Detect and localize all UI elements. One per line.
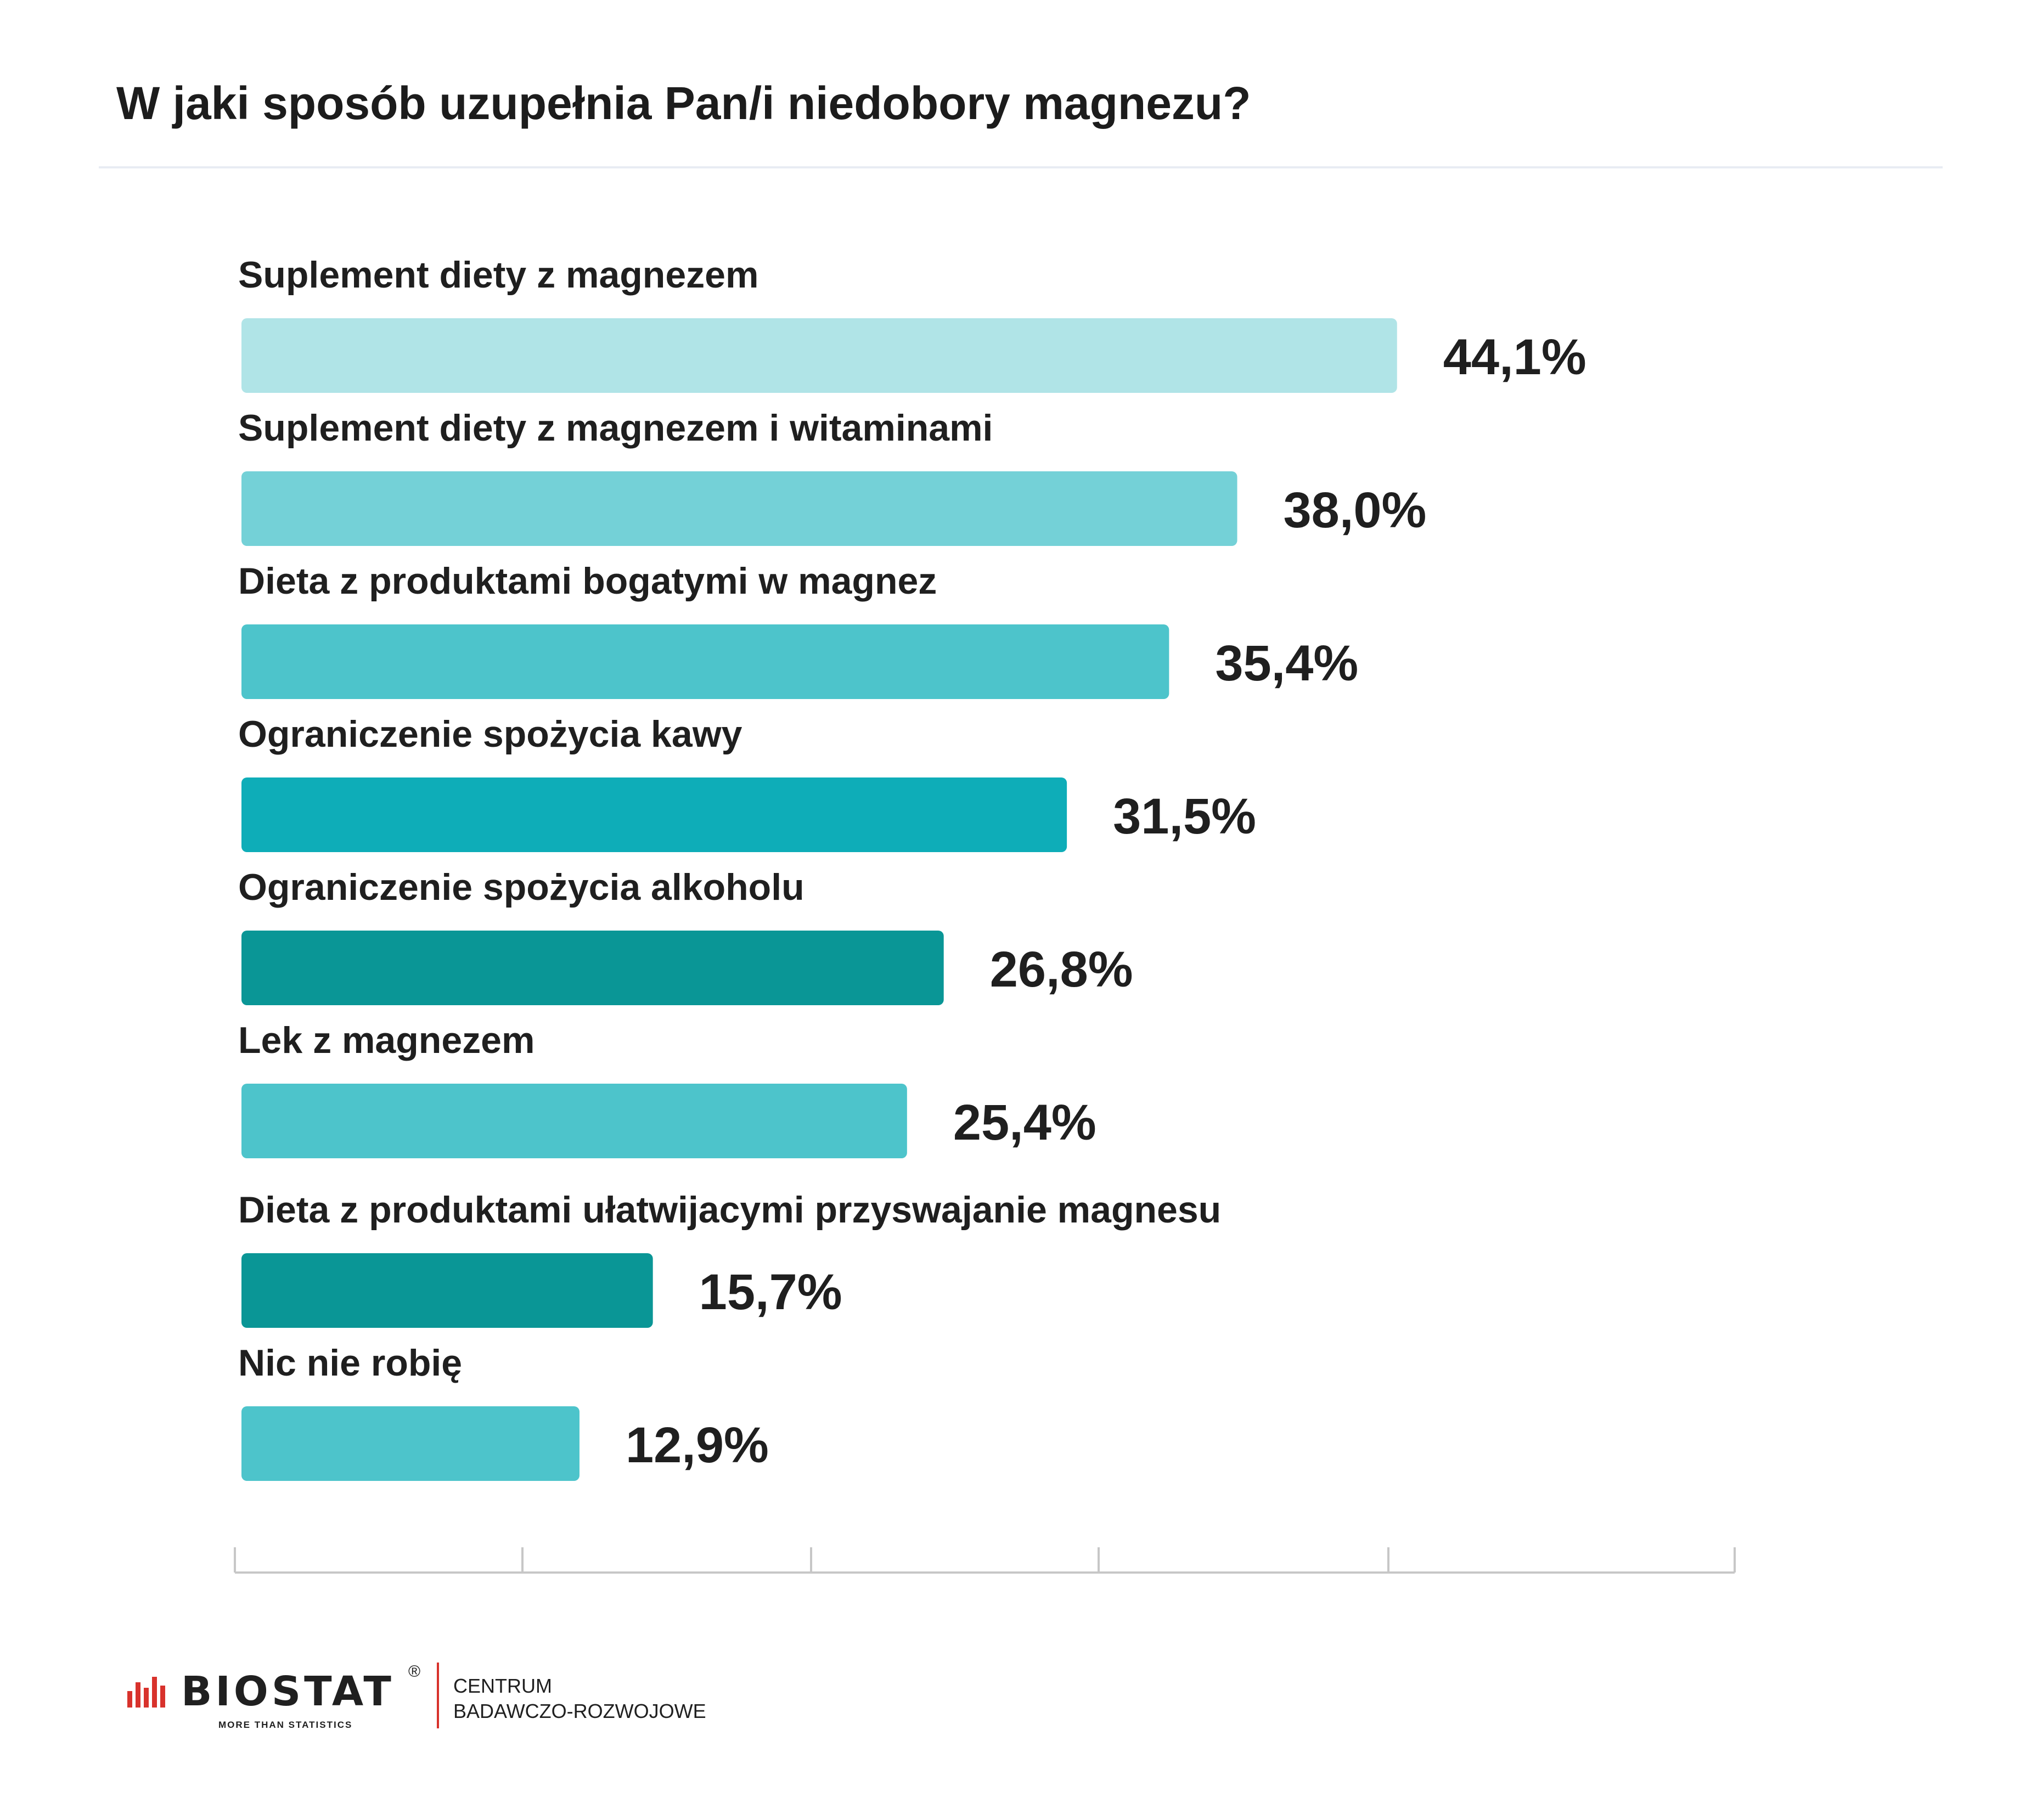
bar [241, 624, 1169, 699]
registered-mark: ® [408, 1663, 421, 1681]
bar [241, 1253, 653, 1328]
value-label: 15,7% [699, 1264, 842, 1320]
centre-line-1: CENTRUM [453, 1675, 552, 1697]
bar [241, 931, 944, 1005]
value-label: 44,1% [1443, 329, 1586, 385]
bar [241, 777, 1067, 852]
category-label: Lek z magnezem [238, 1019, 535, 1061]
value-label: 25,4% [953, 1095, 1096, 1151]
title-divider [99, 166, 1943, 168]
bar [241, 318, 1397, 393]
value-label: 12,9% [626, 1417, 769, 1473]
category-label: Ograniczenie spożycia alkoholu [238, 866, 804, 908]
category-label: Dieta z produktami bogatymi w magnez [238, 560, 937, 602]
value-label: 35,4% [1215, 635, 1358, 691]
brand-name: BIOSTAT [181, 1668, 395, 1715]
category-label: Suplement diety z magnezem [238, 254, 758, 296]
category-label: Suplement diety z magnezem i witaminami [238, 407, 993, 449]
bar [241, 471, 1237, 546]
value-label: 31,5% [1113, 788, 1256, 844]
centre-line-2: BADAWCZO-ROZWOJOWE [453, 1700, 706, 1722]
value-label: 26,8% [990, 942, 1133, 998]
chart-title: W jaki sposób uzupełnia Pan/i niedobory … [116, 77, 1251, 129]
category-label: Nic nie robię [238, 1342, 462, 1384]
bar [241, 1406, 580, 1481]
logo-separator [437, 1663, 439, 1728]
biostat-bars-icon [127, 1677, 165, 1708]
brand-tagline: MORE THAN STATISTICS [218, 1720, 353, 1730]
value-label: 38,0% [1284, 482, 1427, 538]
bar [241, 1084, 907, 1158]
category-label: Ograniczenie spożycia kawy [238, 713, 742, 755]
category-label: Dieta z produktami ułatwijacymi przyswaj… [238, 1189, 1221, 1231]
